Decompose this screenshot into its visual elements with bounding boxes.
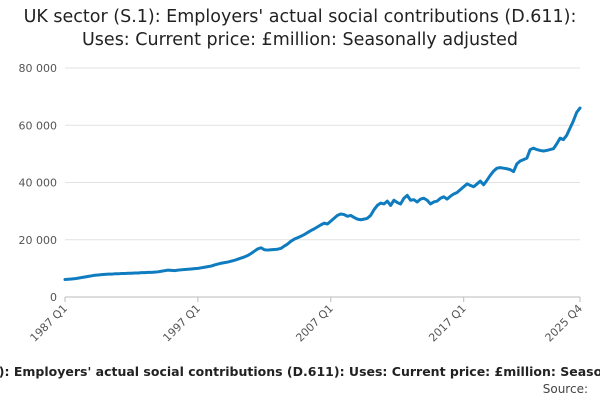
source: Source: (542, 382, 588, 396)
data-line (63, 106, 582, 282)
y-tick-label: 20 000 (19, 234, 58, 247)
x-tick-label: 2017 Q1 (426, 302, 469, 345)
y-tick-label: 60 000 (19, 119, 58, 132)
x-tick-label: 2025 Q4 (543, 302, 586, 345)
x-tick-label: 1987 Q1 (28, 302, 71, 345)
x-tick-label: 2007 Q1 (293, 302, 336, 345)
footer: UK sector (S.1): Employers' actual socia… (0, 364, 600, 379)
chart-title: UK sector (S.1): Employers' actual socia… (23, 7, 577, 50)
y-tick-label: 0 (50, 291, 57, 304)
y-tick-label: 40 000 (19, 177, 58, 190)
footer-title: UK sector (S.1): Employers' actual socia… (0, 364, 600, 379)
y-tick-label: 80 000 (19, 62, 58, 75)
x-tick-label: 1997 Q1 (160, 302, 203, 345)
